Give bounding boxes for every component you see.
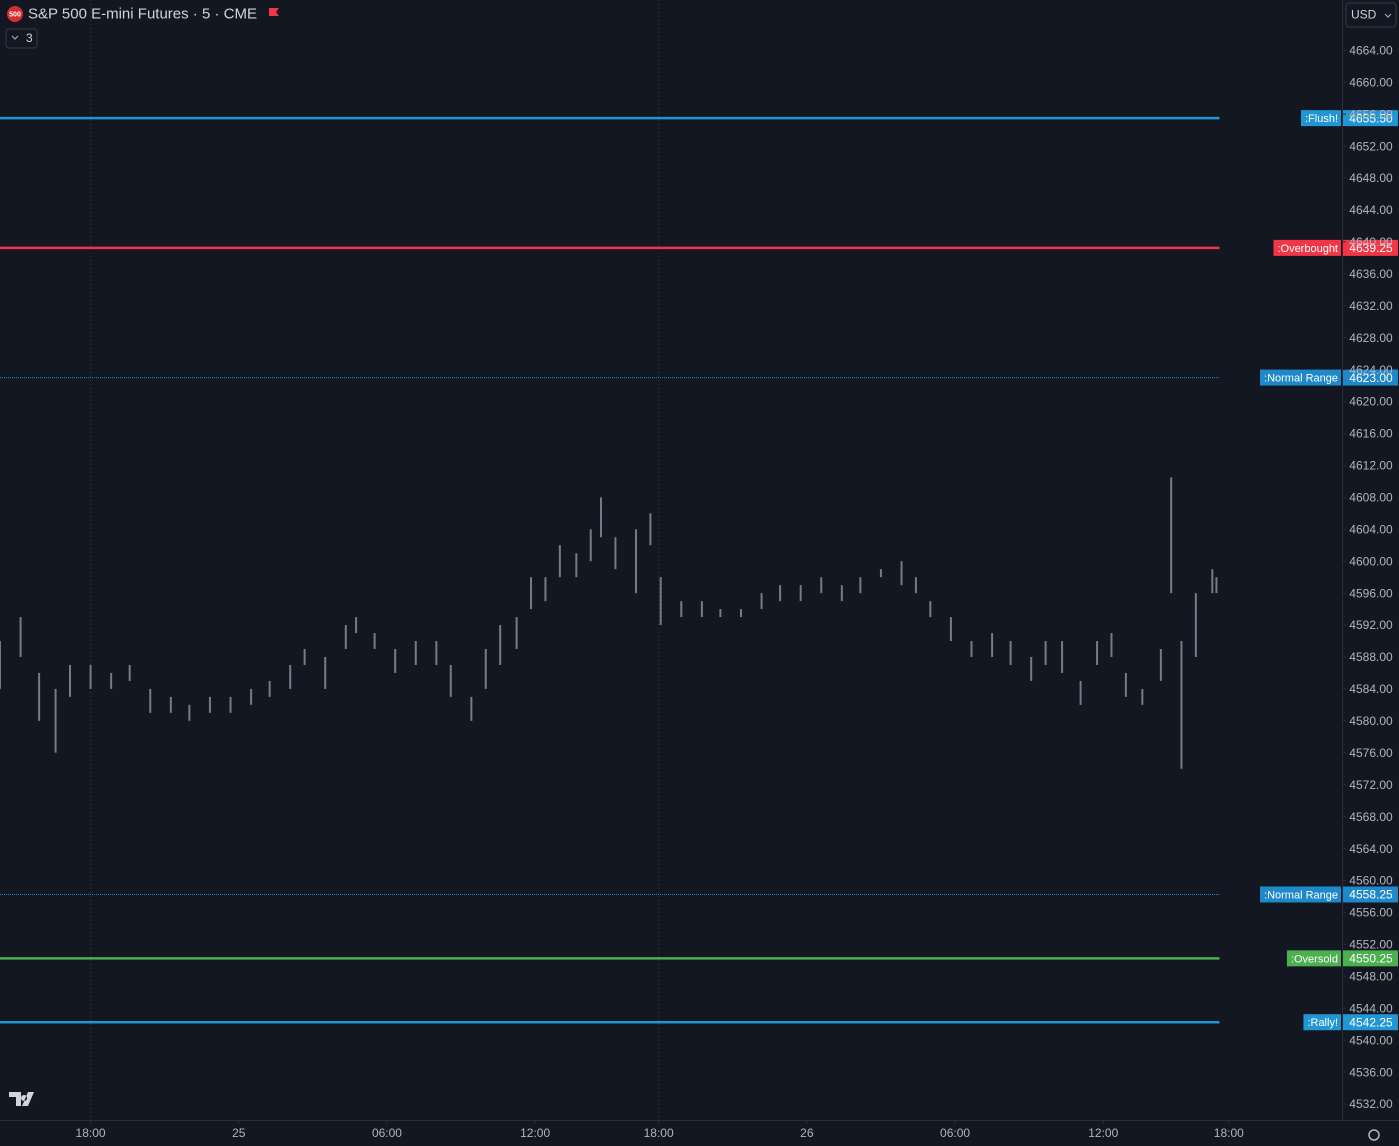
y-tick-label: 4536.00 [1349, 1065, 1393, 1079]
flag-icon[interactable] [269, 8, 279, 16]
x-tick-label: 06:00 [372, 1126, 402, 1140]
level-price-box [1343, 886, 1398, 903]
y-tick-label: 4548.00 [1349, 969, 1393, 983]
y-tick-label: 4628.00 [1349, 331, 1393, 345]
level-name: :Rally! [1307, 1017, 1338, 1029]
level-price: 4655.50 [1349, 111, 1393, 125]
y-tick-label: 4564.00 [1349, 842, 1393, 856]
level-name-box [1300, 110, 1341, 127]
currency-button[interactable] [1345, 2, 1397, 28]
y-tick-label: 4624.00 [1349, 363, 1393, 377]
x-tick-label: 26 [800, 1126, 814, 1140]
x-tick-label: 18:00 [1214, 1126, 1244, 1140]
level-price-box [1343, 950, 1398, 967]
y-tick-label: 4540.00 [1349, 1033, 1393, 1047]
currency: USD [1351, 8, 1377, 22]
y-tick-label: 4580.00 [1349, 714, 1393, 728]
y-tick-label: 4584.00 [1349, 682, 1393, 696]
y-tick-label: 4664.00 [1349, 43, 1393, 57]
level-name: :Normal Range [1264, 889, 1338, 901]
x-tick-label: 12:00 [520, 1126, 550, 1140]
level-name: :Overbought [1277, 243, 1338, 255]
y-tick-label: 4572.00 [1349, 778, 1393, 792]
symbol-title[interactable]: S&P 500 E-mini Futures · 5 · CME [28, 5, 257, 22]
y-tick-label: 4552.00 [1349, 938, 1393, 952]
y-tick-label: 4660.00 [1349, 75, 1393, 89]
y-tick-label: 4644.00 [1349, 203, 1393, 217]
price-axis-border [1342, 0, 1343, 1120]
level-price: 4542.25 [1349, 1015, 1393, 1029]
level-name-box [1303, 1014, 1341, 1031]
y-tick-label: 4576.00 [1349, 746, 1393, 760]
y-tick-label: 4556.00 [1349, 906, 1393, 920]
y-tick-label: 4620.00 [1349, 395, 1393, 409]
y-tick-label: 4616.00 [1349, 427, 1393, 441]
y-tick-label: 4592.00 [1349, 618, 1393, 632]
level-name: :Flush! [1305, 113, 1338, 125]
settings-icon[interactable] [1368, 1129, 1380, 1141]
level-name-box [1260, 886, 1341, 903]
y-tick-label: 4612.00 [1349, 459, 1393, 473]
x-tick-label: 25 [232, 1126, 246, 1140]
level-name: :Oversold [1291, 953, 1338, 965]
y-tick-label: 4640.00 [1349, 235, 1393, 249]
y-tick-label: 4596.00 [1349, 586, 1393, 600]
y-tick-label: 4604.00 [1349, 522, 1393, 536]
chevron [11, 35, 19, 40]
indicators-count: 3 [26, 31, 33, 45]
y-tick-label: 4544.00 [1349, 1001, 1393, 1015]
indicators-toggle[interactable] [5, 28, 38, 49]
level-name: :Normal Range [1264, 372, 1338, 384]
level-name-box [1273, 239, 1341, 256]
level-price-box [1343, 110, 1398, 127]
y-tick-label: 4600.00 [1349, 554, 1393, 568]
chevron [1384, 13, 1392, 18]
y-tick-label: 4608.00 [1349, 491, 1393, 505]
y-tick-label: 4636.00 [1349, 267, 1393, 281]
level-price: 4623.00 [1349, 371, 1393, 385]
x-tick-label: 12:00 [1088, 1126, 1118, 1140]
tv-logo[interactable] [9, 1092, 34, 1106]
time-axis-border [0, 1120, 1399, 1121]
level-price-box [1343, 369, 1398, 386]
y-tick-label: 4632.00 [1349, 299, 1393, 313]
level-price-box [1343, 239, 1398, 256]
y-tick-label: 4532.00 [1349, 1097, 1393, 1111]
level-name-box [1260, 369, 1341, 386]
y-tick-label: 4656.00 [1349, 107, 1393, 121]
x-tick-label: 18:00 [76, 1126, 106, 1140]
x-tick-label: 18:00 [644, 1126, 674, 1140]
level-price: 4550.25 [1349, 952, 1393, 966]
level-price: 4639.25 [1349, 241, 1393, 255]
y-tick-label: 4588.00 [1349, 650, 1393, 664]
y-tick-label: 4560.00 [1349, 874, 1393, 888]
y-tick-label: 4568.00 [1349, 810, 1393, 824]
symbol-logo-text: 500 [9, 11, 21, 18]
x-tick-label: 06:00 [940, 1126, 970, 1140]
symbol-logo[interactable] [7, 6, 23, 22]
level-price-box [1343, 1014, 1398, 1031]
level-name-box [1286, 950, 1341, 967]
level-price: 4558.25 [1349, 888, 1393, 902]
y-tick-label: 4652.00 [1349, 139, 1393, 153]
y-tick-label: 4648.00 [1349, 171, 1393, 185]
